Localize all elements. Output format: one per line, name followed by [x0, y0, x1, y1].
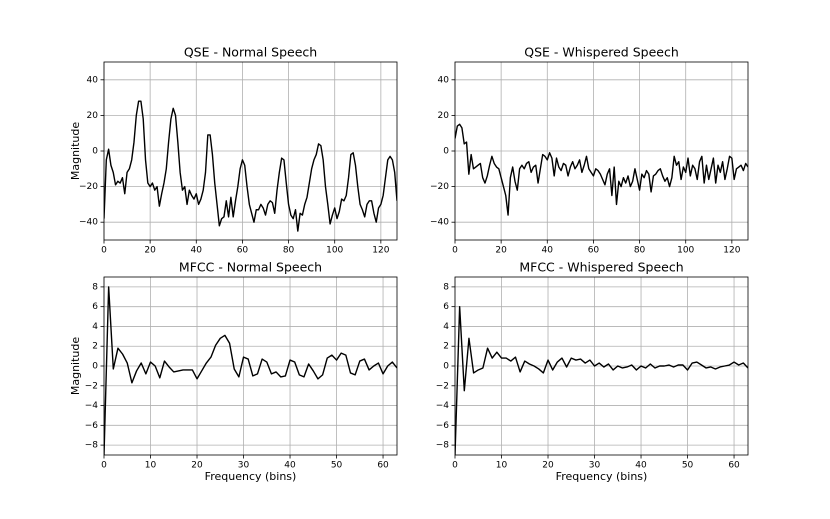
- x-tick-label: 20: [542, 461, 554, 471]
- x-tick-label: 40: [635, 461, 647, 471]
- subplot: 0 10 20 30 40 50 60 −8 −6 −4 −2 0 2 4 6 8 MFCC - Whisper…: [436, 260, 749, 483]
- y-tick-label: −40: [79, 218, 98, 228]
- x-tick-label: 100: [326, 246, 343, 256]
- x-tick-label: 120: [372, 246, 389, 256]
- x-tick-label: 40: [191, 246, 203, 256]
- x-tick-label: 60: [237, 246, 249, 256]
- line-series: [104, 286, 397, 455]
- subplot-title: MFCC - Normal Speech: [179, 260, 322, 275]
- x-tick-label: 20: [191, 461, 203, 471]
- line-series: [455, 305, 748, 455]
- y-tick-label: −8: [85, 441, 99, 451]
- x-tick-label: 0: [101, 246, 107, 256]
- axes-frame: [103, 276, 398, 456]
- y-tick-label: 2: [443, 342, 449, 352]
- y-tick-label: 0: [92, 362, 98, 372]
- x-tick-label: 20: [144, 246, 156, 256]
- subplot-title: QSE - Whispered Speech: [524, 45, 679, 60]
- x-tick-label: 40: [542, 246, 554, 256]
- x-tick-label: 50: [682, 461, 694, 471]
- axes-frame: [454, 61, 749, 241]
- x-tick-label: 0: [101, 461, 107, 471]
- x-tick-label: 0: [452, 461, 458, 471]
- y-tick-label: −2: [85, 381, 98, 391]
- x-axis-label: Frequency (bins): [556, 470, 648, 483]
- subplot-title: MFCC - Whispered Speech: [519, 260, 683, 275]
- x-tick-label: 80: [283, 246, 295, 256]
- y-tick-label: 6: [92, 302, 98, 312]
- y-tick-label: 8: [92, 282, 98, 292]
- y-tick-label: 6: [443, 302, 449, 312]
- y-tick-label: 20: [438, 111, 450, 121]
- y-tick-label: −4: [436, 401, 450, 411]
- x-tick-label: 60: [377, 461, 389, 471]
- x-tick-label: 20: [495, 246, 507, 256]
- x-tick-label: 100: [677, 246, 694, 256]
- subplot: 0 20 40 60 80 100 120 −40 −20 0 20 40 QSE - Normal S…: [69, 45, 398, 256]
- x-tick-label: 120: [723, 246, 740, 256]
- y-tick-label: −20: [430, 182, 449, 192]
- y-tick-label: 40: [438, 75, 450, 85]
- y-tick-label: 8: [443, 282, 449, 292]
- y-tick-label: −8: [436, 441, 450, 451]
- y-tick-label: −6: [436, 421, 450, 431]
- y-tick-label: −20: [79, 182, 98, 192]
- y-tick-label: 2: [92, 342, 98, 352]
- x-tick-label: 80: [634, 246, 646, 256]
- y-tick-label: −40: [430, 218, 449, 228]
- x-tick-label: 30: [589, 461, 601, 471]
- y-tick-label: 4: [443, 322, 449, 332]
- axes-frame: [454, 276, 749, 456]
- y-tick-label: −4: [85, 401, 99, 411]
- subplot: 0 10 20 30 40 50 60 −8 −6 −4 −2 0 2 4 6 8 MFCC - Normal …: [69, 260, 398, 483]
- line-series: [455, 123, 748, 216]
- x-axis-label: Frequency (bins): [205, 470, 297, 483]
- x-tick-label: 40: [284, 461, 296, 471]
- y-tick-label: 0: [443, 362, 449, 372]
- y-axis-label: Magnitude: [69, 337, 82, 396]
- subplot: 0 20 40 60 80 100 120 −40 −20 0 20 40 QSE - Whispere…: [430, 45, 749, 256]
- line-series: [104, 100, 397, 232]
- axes-frame: [103, 61, 398, 241]
- y-tick-label: 4: [92, 322, 98, 332]
- x-tick-label: 10: [496, 461, 508, 471]
- x-tick-label: 30: [238, 461, 250, 471]
- x-tick-label: 50: [331, 461, 343, 471]
- x-tick-label: 0: [452, 246, 458, 256]
- subplot-title: QSE - Normal Speech: [184, 45, 317, 60]
- y-tick-label: −2: [436, 381, 449, 391]
- x-tick-label: 10: [145, 461, 157, 471]
- y-axis-label: Magnitude: [69, 122, 82, 181]
- x-tick-label: 60: [588, 246, 600, 256]
- y-tick-label: 0: [92, 147, 98, 157]
- y-tick-label: 20: [87, 111, 99, 121]
- x-tick-label: 60: [728, 461, 740, 471]
- y-tick-label: −6: [85, 421, 99, 431]
- y-tick-label: 40: [87, 75, 99, 85]
- y-tick-label: 0: [443, 147, 449, 157]
